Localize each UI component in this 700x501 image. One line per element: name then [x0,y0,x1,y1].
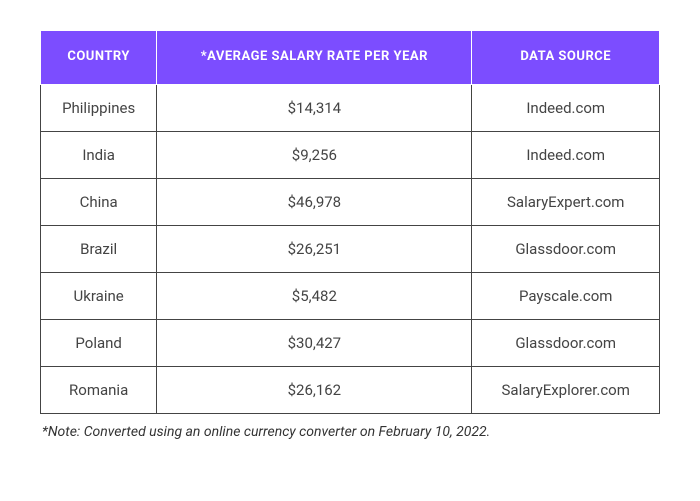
cell-salary: $46,978 [157,178,472,225]
cell-salary: $5,482 [157,272,472,319]
cell-source: Payscale.com [472,272,660,319]
cell-country: China [41,178,157,225]
salary-table: COUNTRY *AVERAGE SALARY RATE PER YEAR DA… [40,30,660,414]
cell-country: India [41,131,157,178]
table-header-row: COUNTRY *AVERAGE SALARY RATE PER YEAR DA… [41,31,660,85]
table-row: India $9,256 Indeed.com [41,131,660,178]
cell-salary: $30,427 [157,319,472,366]
cell-country: Poland [41,319,157,366]
cell-source: Glassdoor.com [472,319,660,366]
cell-salary: $26,162 [157,366,472,413]
cell-source: Indeed.com [472,131,660,178]
table-row: Brazil $26,251 Glassdoor.com [41,225,660,272]
footnote: *Note: Converted using an online currenc… [40,424,660,440]
cell-source: SalaryExplorer.com [472,366,660,413]
cell-salary: $26,251 [157,225,472,272]
cell-salary: $14,314 [157,84,472,131]
table-row: Philippines $14,314 Indeed.com [41,84,660,131]
cell-source: Glassdoor.com [472,225,660,272]
col-header-salary: *AVERAGE SALARY RATE PER YEAR [157,31,472,85]
cell-country: Brazil [41,225,157,272]
table-row: Romania $26,162 SalaryExplorer.com [41,366,660,413]
col-header-source: DATA SOURCE [472,31,660,85]
table-row: China $46,978 SalaryExpert.com [41,178,660,225]
cell-source: SalaryExpert.com [472,178,660,225]
cell-country: Romania [41,366,157,413]
cell-country: Philippines [41,84,157,131]
cell-country: Ukraine [41,272,157,319]
col-header-country: COUNTRY [41,31,157,85]
cell-salary: $9,256 [157,131,472,178]
table-row: Ukraine $5,482 Payscale.com [41,272,660,319]
salary-table-container: COUNTRY *AVERAGE SALARY RATE PER YEAR DA… [40,30,660,440]
table-row: Poland $30,427 Glassdoor.com [41,319,660,366]
cell-source: Indeed.com [472,84,660,131]
